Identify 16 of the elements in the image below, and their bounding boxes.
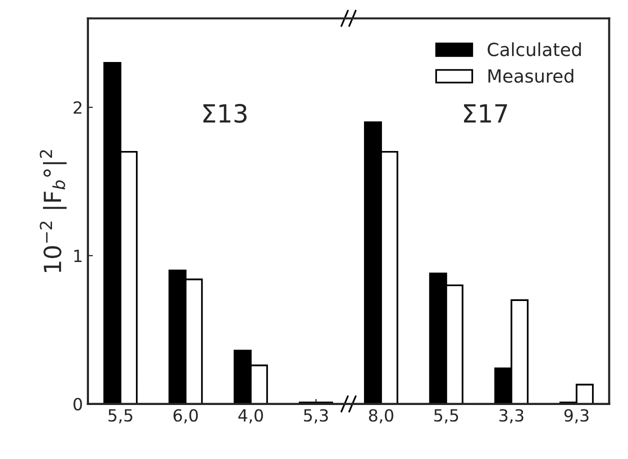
x-tick-label: 3,3 [499,409,524,424]
x-tick-label: 9,3 [564,409,588,424]
x-tick-label: 4,0 [238,409,263,424]
annotation: Σ13 [203,104,247,123]
x-tick-label: 5,5 [108,409,132,424]
legend-label: Measured [488,68,574,83]
x-tick-label: 5,5 [434,409,458,424]
y-axis-title: 10$^{−2}$ |F$_{b}$°|$^{2}$ [40,150,67,272]
y-tick-label: 0 [74,398,82,410]
legend-label: Calculated [488,42,581,56]
x-tick-label: 5,3 [304,409,328,424]
y-tick-label: 1 [74,250,82,262]
annotation: Σ17 [464,104,508,122]
x-tick-label: 8,0 [368,409,394,424]
y-tick-label: 2 [74,101,82,114]
x-tick-label: 6,0 [174,409,198,424]
